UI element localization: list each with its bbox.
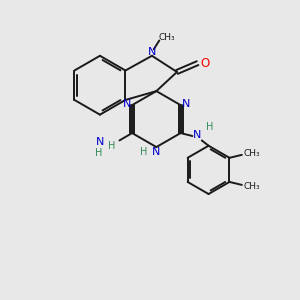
Text: CH₃: CH₃ — [158, 33, 175, 42]
Text: N: N — [123, 99, 131, 109]
Text: H: H — [94, 148, 102, 158]
Text: CH₃: CH₃ — [243, 182, 260, 191]
Text: N: N — [182, 99, 190, 109]
Text: N: N — [148, 47, 156, 57]
Text: CH₃: CH₃ — [243, 149, 260, 158]
Text: H: H — [140, 147, 148, 158]
Text: H: H — [206, 122, 214, 132]
Text: O: O — [200, 57, 210, 70]
Text: N: N — [193, 130, 202, 140]
Text: H: H — [108, 141, 115, 151]
Text: N: N — [152, 147, 160, 158]
Text: N: N — [96, 137, 104, 147]
